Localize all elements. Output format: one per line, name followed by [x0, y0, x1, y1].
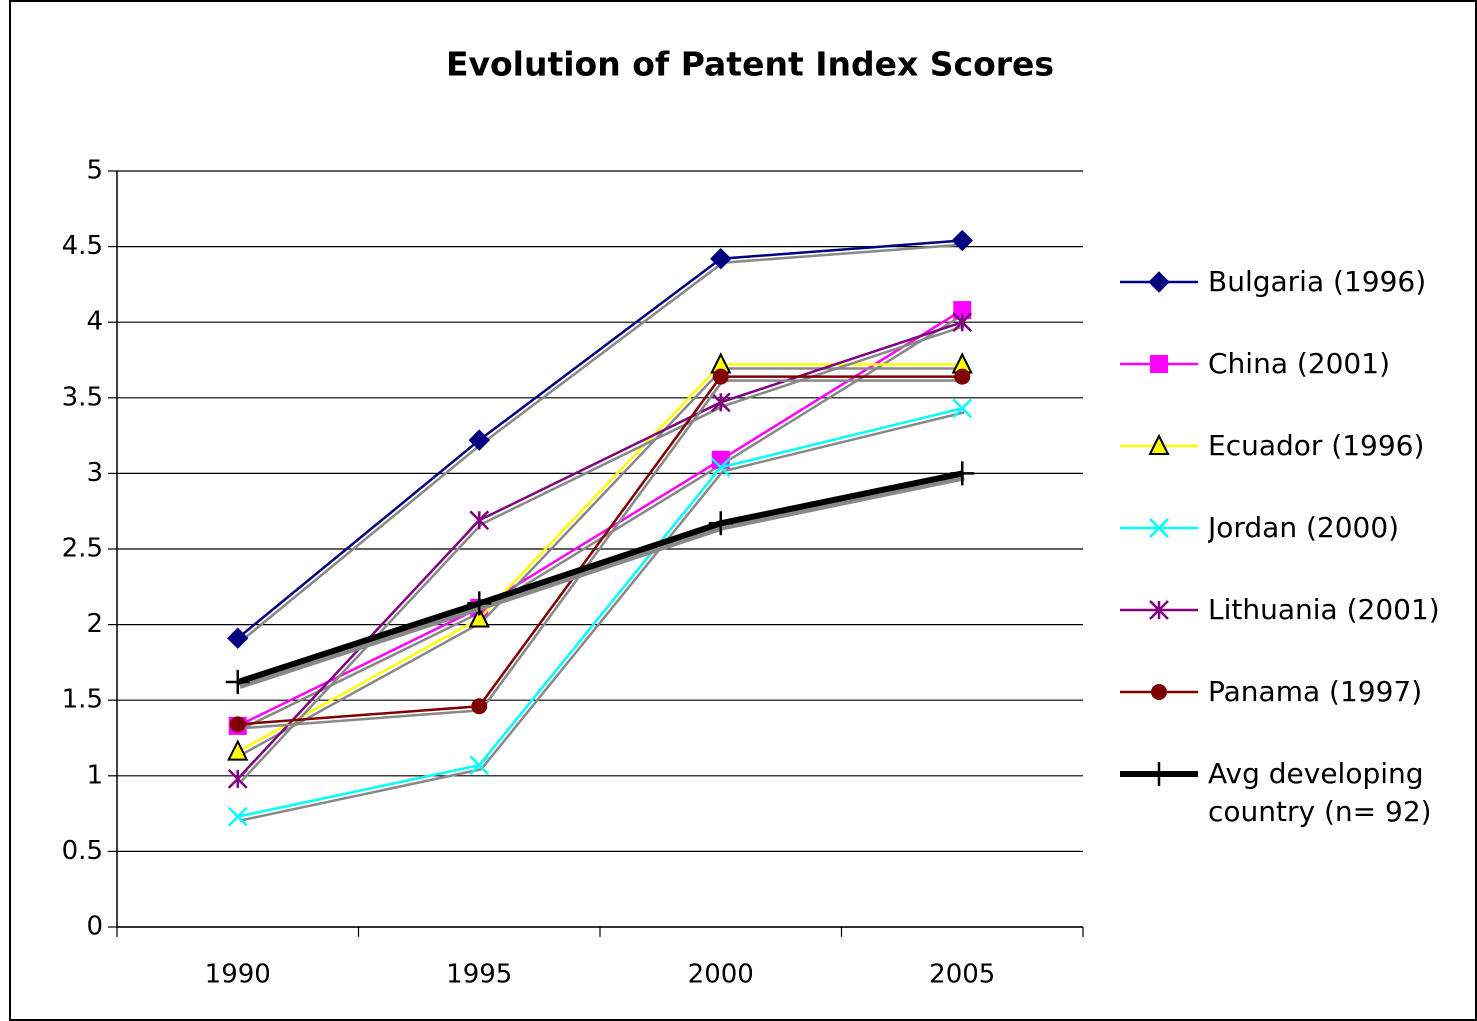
marker [712, 368, 729, 385]
legend-label: China (2001) [1208, 347, 1390, 380]
legend-marker [1148, 271, 1170, 293]
marker [469, 755, 490, 776]
y-tick-label: 1 [86, 760, 103, 790]
legend-entry: Lithuania (2001) [1208, 593, 1440, 626]
series-line [236, 470, 963, 685]
x-tick-label: 1995 [446, 960, 512, 990]
y-tick-label: 0.5 [62, 836, 103, 866]
marker [710, 457, 731, 478]
marker [227, 627, 249, 649]
line-shadow [239, 411, 965, 822]
legend-label: Avg developing country (n= 92) [1208, 757, 1432, 828]
legend-entry: Ecuador (1996) [1208, 429, 1425, 462]
marker [954, 368, 971, 385]
y-tick-label: 2.5 [62, 534, 103, 564]
x-tick-label: 2000 [688, 960, 754, 990]
marker [225, 670, 250, 695]
marker [229, 716, 246, 733]
line-shadow [238, 474, 965, 689]
series-line [237, 363, 963, 753]
marker [708, 511, 733, 536]
x-tick-label: 2005 [929, 960, 995, 990]
marker [950, 461, 975, 486]
marker [469, 510, 490, 531]
marker [227, 806, 248, 827]
series-line [237, 407, 963, 818]
legend-label: Lithuania (2001) [1208, 593, 1440, 626]
legend-marker [1151, 684, 1167, 700]
marker [471, 698, 488, 715]
marker [952, 398, 973, 419]
y-tick-label: 4 [86, 307, 103, 337]
marker [227, 768, 248, 789]
x-tick-label: 1990 [205, 960, 271, 990]
legend-entry: Avg developing country (n= 92) [1208, 757, 1432, 828]
y-tick-label: 0 [86, 912, 103, 942]
legend-label: Panama (1997) [1208, 675, 1423, 708]
legend-label: Bulgaria (1996) [1208, 265, 1427, 298]
marker [468, 606, 490, 628]
marker [467, 591, 492, 616]
marker [710, 247, 732, 270]
marker [951, 229, 973, 252]
y-tick-label: 2 [86, 609, 103, 639]
line-shadow [238, 325, 965, 784]
legend-marker [1149, 518, 1169, 538]
legend-label: Jordan (2000) [1208, 511, 1400, 544]
legend-label: Ecuador (1996) [1208, 429, 1425, 462]
marker [952, 312, 973, 333]
legend-marker [1148, 433, 1170, 455]
legend-entry: Panama (1997) [1208, 675, 1423, 708]
line-shadow [239, 379, 965, 730]
y-tick-label: 4.5 [62, 231, 103, 261]
legend-entry: China (2001) [1208, 347, 1390, 380]
legend-entry: Bulgaria (1996) [1208, 265, 1427, 298]
legend-marker [1149, 600, 1169, 620]
series-line [237, 375, 963, 726]
marker [953, 301, 972, 320]
line-shadow [239, 367, 965, 757]
y-tick-label: 3 [86, 458, 103, 488]
legend-entry: Jordan (2000) [1208, 511, 1400, 544]
marker [710, 392, 731, 413]
marker [227, 739, 249, 761]
legend-marker [1150, 355, 1168, 373]
series-line [236, 239, 963, 640]
line-shadow [238, 243, 965, 644]
chart-title: Evolution of Patent Index Scores [446, 45, 1054, 84]
y-tick-label: 3.5 [62, 382, 103, 412]
series-line [237, 309, 963, 728]
legend-marker [1147, 762, 1171, 786]
y-tick-label: 1.5 [62, 685, 103, 715]
y-tick-label: 5 [86, 156, 103, 186]
marker [468, 429, 490, 451]
